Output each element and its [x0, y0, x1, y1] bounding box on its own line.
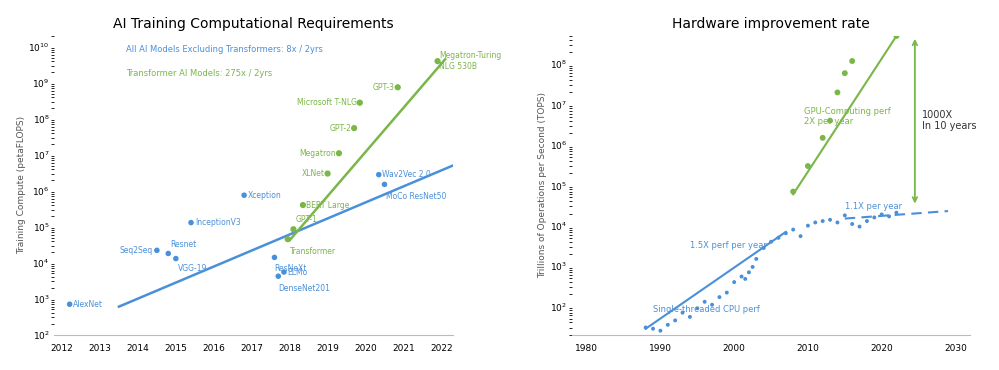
Text: XLNet: XLNet [302, 169, 325, 178]
Text: Megatron-Turing
NLG 530B: Megatron-Turing NLG 530B [440, 51, 501, 71]
Point [763, 239, 779, 245]
Point [800, 223, 816, 229]
Point [829, 90, 845, 95]
Text: Transformer AI Models: 275x / 2yrs: Transformer AI Models: 275x / 2yrs [126, 69, 273, 78]
Text: VGG-19: VGG-19 [178, 264, 207, 273]
Point [689, 305, 705, 311]
Point [696, 299, 712, 305]
Point [785, 189, 801, 195]
Text: Microsoft T-NLG: Microsoft T-NLG [297, 98, 357, 107]
Point [837, 212, 853, 218]
Point [667, 317, 683, 323]
Point [271, 273, 287, 279]
Point [881, 213, 897, 219]
Point [874, 212, 890, 218]
Point [837, 70, 853, 76]
Point [682, 314, 698, 320]
Point [829, 219, 845, 225]
Text: AlexNet: AlexNet [74, 300, 104, 309]
Point [755, 245, 771, 251]
Point [276, 269, 292, 275]
Text: GPT-3: GPT-3 [373, 83, 395, 92]
Text: MoCo ResNet50: MoCo ResNet50 [387, 192, 447, 201]
Point [815, 218, 831, 224]
Point [737, 276, 753, 282]
Text: GPT-2: GPT-2 [330, 124, 351, 132]
Text: 1.1X per year: 1.1X per year [845, 202, 902, 211]
Point [236, 192, 252, 198]
Point [295, 202, 311, 208]
Point [637, 324, 653, 330]
Point [844, 221, 860, 227]
Point [785, 226, 801, 232]
Title: Hardware improvement rate: Hardware improvement rate [672, 17, 870, 31]
Text: ELMo: ELMo [288, 268, 308, 276]
Text: ResNeXt: ResNeXt [275, 264, 307, 273]
Point [659, 322, 675, 328]
Point [377, 181, 393, 187]
Point [390, 84, 406, 90]
Point [168, 256, 184, 262]
Point [822, 118, 838, 124]
Point [859, 218, 875, 224]
Y-axis label: Trillions of Operations per Second (TOPS): Trillions of Operations per Second (TOPS… [538, 92, 547, 278]
Point [331, 150, 347, 156]
Text: 1000X
In 10 years: 1000X In 10 years [922, 110, 977, 131]
Point [267, 255, 283, 260]
Point [851, 223, 867, 229]
Point [430, 58, 446, 64]
Point [770, 235, 786, 241]
Point [719, 290, 735, 296]
Point [741, 269, 757, 275]
Text: Wav2Vec 2.0: Wav2Vec 2.0 [382, 170, 431, 179]
Text: All AI Models Excluding Transformers: 8x / 2yrs: All AI Models Excluding Transformers: 8x… [126, 45, 323, 54]
Point [844, 58, 860, 64]
Point [866, 215, 882, 221]
Text: BERT Large: BERT Large [306, 201, 350, 209]
Point [371, 172, 387, 178]
Point [748, 256, 764, 262]
Point [711, 294, 727, 300]
Text: InceptionV3: InceptionV3 [195, 218, 241, 227]
Point [888, 33, 904, 39]
Point [733, 273, 749, 279]
Text: Resnet: Resnet [170, 240, 197, 249]
Point [149, 248, 165, 253]
Point [645, 326, 661, 332]
Point [704, 302, 720, 308]
Point [183, 220, 199, 226]
Point [674, 310, 690, 316]
Point [744, 264, 760, 270]
Point [62, 301, 78, 307]
Text: 1.5X perf per year: 1.5X perf per year [690, 241, 767, 250]
Text: Xception: Xception [248, 191, 282, 200]
Text: Seq2Seq: Seq2Seq [120, 246, 153, 255]
Text: Transformer: Transformer [290, 247, 336, 256]
Title: AI Training Computational Requirements: AI Training Computational Requirements [113, 17, 394, 31]
Point [346, 125, 362, 131]
Text: GPU-Computing perf
2X per year: GPU-Computing perf 2X per year [804, 107, 891, 127]
Point [286, 226, 302, 232]
Point [778, 230, 794, 236]
Point [726, 279, 742, 285]
Point [792, 233, 808, 239]
Text: Single-threaded CPU perf: Single-threaded CPU perf [653, 305, 760, 314]
Point [807, 219, 823, 225]
Point [320, 171, 336, 176]
Point [160, 250, 176, 256]
Point [815, 135, 831, 141]
Text: Megatron: Megatron [300, 149, 336, 158]
Point [888, 210, 904, 216]
Point [800, 163, 816, 169]
Point [280, 236, 296, 242]
Point [822, 217, 838, 223]
Y-axis label: Training Compute (petaFLOPS): Training Compute (petaFLOPS) [17, 116, 26, 254]
Point [652, 328, 668, 334]
Point [352, 100, 368, 106]
Text: GPT-1: GPT-1 [296, 215, 318, 224]
Text: DenseNet201: DenseNet201 [279, 284, 330, 293]
